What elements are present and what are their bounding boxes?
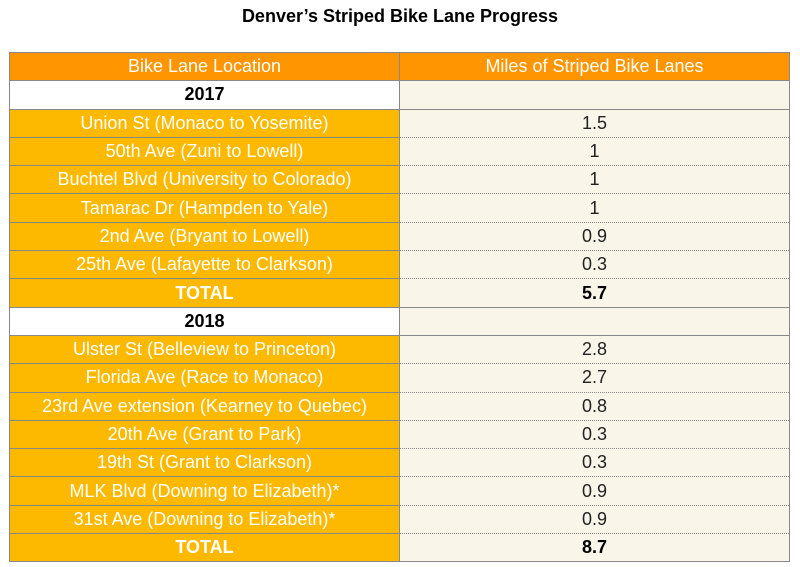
total-label: TOTAL — [9, 533, 400, 563]
location-cell: 50th Ave (Zuni to Lowell) — [9, 136, 400, 167]
table-row: Union St (Monaco to Yosemite) 1.5 — [9, 108, 790, 138]
table-row: 2nd Ave (Bryant to Lowell) 0.9 — [9, 221, 790, 252]
total-value: 8.7 — [399, 533, 790, 563]
bike-lane-table: Bike Lane Location Miles of Striped Bike… — [9, 51, 790, 563]
year-row: 2017 — [9, 80, 790, 110]
location-cell: Tamarac Dr (Hampden to Yale) — [9, 193, 400, 223]
year-label: 2018 — [9, 306, 400, 336]
page-title: Denver’s Striped Bike Lane Progress — [241, 6, 559, 26]
location-cell: Florida Ave (Race to Monaco) — [9, 363, 400, 393]
year-row: 2018 — [9, 306, 790, 336]
table-row: Tamarac Dr (Hampden to Yale) 1 — [9, 193, 790, 223]
location-cell: Buchtel Blvd (University to Colorado) — [9, 165, 400, 195]
total-value: 5.7 — [399, 278, 790, 308]
column-header-location: Bike Lane Location — [9, 51, 400, 82]
location-cell: MLK Blvd (Downing to Elizabeth)* — [9, 476, 400, 506]
table-row: 50th Ave (Zuni to Lowell) 1 — [9, 136, 790, 167]
location-cell: 19th St (Grant to Clarkson) — [9, 448, 400, 478]
table-header-row: Bike Lane Location Miles of Striped Bike… — [9, 51, 790, 82]
location-cell: Union St (Monaco to Yosemite) — [9, 108, 400, 138]
total-row: TOTAL 8.7 — [9, 533, 790, 563]
location-cell: 31st Ave (Downing to Elizabeth)* — [9, 504, 400, 535]
table-row: 25th Ave (Lafayette to Clarkson) 0.3 — [9, 250, 790, 280]
table-row: 20th Ave (Grant to Park) 0.3 — [9, 419, 790, 450]
table-row: Buchtel Blvd (University to Colorado) 1 — [9, 165, 790, 195]
miles-cell: 0.9 — [399, 504, 790, 535]
miles-cell: 0.3 — [399, 448, 790, 478]
miles-cell: 1 — [399, 165, 790, 195]
table-row: Ulster St (Belleview to Princeton) 2.8 — [9, 334, 790, 365]
year-value-empty — [399, 306, 790, 336]
miles-cell: 0.9 — [399, 476, 790, 506]
miles-cell: 0.3 — [399, 419, 790, 450]
miles-cell: 2.8 — [399, 334, 790, 365]
location-cell: 23rd Ave extension (Kearney to Quebec) — [9, 391, 400, 421]
year-value-empty — [399, 80, 790, 110]
year-label: 2017 — [9, 80, 400, 110]
miles-cell: 0.3 — [399, 250, 790, 280]
table-row: 23rd Ave extension (Kearney to Quebec) 0.… — [9, 391, 790, 421]
table-row: MLK Blvd (Downing to Elizabeth)* 0.9 — [9, 476, 790, 506]
miles-cell: 1 — [399, 193, 790, 223]
location-cell: 2nd Ave (Bryant to Lowell) — [9, 221, 400, 252]
column-header-miles: Miles of Striped Bike Lanes — [399, 51, 790, 82]
miles-cell: 0.8 — [399, 391, 790, 421]
total-label: TOTAL — [9, 278, 400, 308]
miles-cell: 0.9 — [399, 221, 790, 252]
table-row: 19th St (Grant to Clarkson) 0.3 — [9, 448, 790, 478]
miles-cell: 1 — [399, 136, 790, 167]
table-row: 31st Ave (Downing to Elizabeth)* 0.9 — [9, 504, 790, 535]
total-row: TOTAL 5.7 — [9, 278, 790, 308]
location-cell: Ulster St (Belleview to Princeton) — [9, 334, 400, 365]
location-cell: 25th Ave (Lafayette to Clarkson) — [9, 250, 400, 280]
miles-cell: 2.7 — [399, 363, 790, 393]
table-row: Florida Ave (Race to Monaco) 2.7 — [9, 363, 790, 393]
location-cell: 20th Ave (Grant to Park) — [9, 419, 400, 450]
miles-cell: 1.5 — [399, 108, 790, 138]
